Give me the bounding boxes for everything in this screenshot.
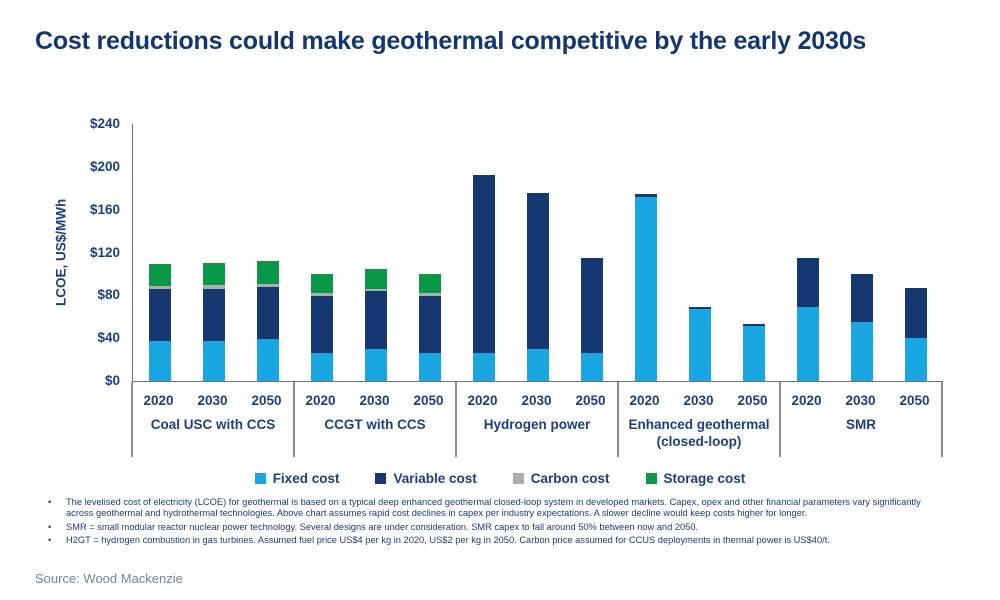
bar-segment-fixed-cost	[364, 348, 387, 381]
y-tick-label: $0	[104, 373, 120, 388]
group-separator	[779, 382, 781, 457]
bar-segment-fixed-cost	[202, 341, 225, 381]
group-label: CCGT with CCS	[324, 417, 426, 432]
bar-segment-variable-cost	[526, 192, 549, 349]
plot-area	[132, 124, 943, 382]
legend: Fixed cost Variable cost Carbon cost Storag…	[0, 471, 1000, 486]
year-label: 2050	[899, 393, 930, 408]
bar-segment-fixed-cost	[742, 326, 765, 381]
bar-segment-carbon-cost	[418, 293, 441, 297]
bar-segment-fixed-cost	[796, 307, 819, 381]
footnote-item: H2GT = hydrogen combustion in gas turbin…	[40, 535, 935, 547]
group-label: Coal USC with CCS	[150, 417, 276, 432]
group-separator	[293, 382, 295, 457]
bar-segment-fixed-cost	[526, 348, 549, 381]
bar-segment-variable-cost	[148, 288, 171, 342]
legend-label: Fixed cost	[272, 471, 340, 486]
bar-segment-variable-cost	[202, 288, 225, 342]
year-label: 2030	[845, 393, 876, 408]
source-line: Source: Wood Mackenzie	[35, 571, 183, 586]
legend-label: Variable cost	[393, 471, 477, 486]
group-label: Enhanced geothermal (closed-loop)	[628, 417, 770, 449]
bar-segment-carbon-cost	[364, 288, 387, 292]
footnote-item: SMR = small modular reactor nuclear powe…	[40, 522, 935, 534]
year-label: 2030	[683, 393, 714, 408]
year-label: 2030	[197, 393, 228, 408]
group-separator	[941, 382, 943, 457]
y-tick-label: $40	[97, 330, 120, 346]
legend-swatch	[375, 473, 387, 484]
legend-swatch	[645, 473, 657, 484]
bar-segment-variable-cost	[688, 307, 711, 310]
legend-item: Storage cost	[645, 471, 746, 486]
year-label: 2020	[305, 393, 336, 408]
bar-segment-fixed-cost	[418, 353, 441, 381]
y-tick-label: $80	[97, 287, 120, 303]
bar-segment-carbon-cost	[256, 283, 279, 287]
year-label: 2050	[251, 393, 282, 408]
year-label: 2020	[467, 393, 498, 408]
bar-segment-variable-cost	[850, 273, 873, 323]
year-label: 2050	[413, 393, 444, 408]
bar-segment-variable-cost	[364, 291, 387, 349]
y-tick-label: $200	[89, 158, 120, 174]
legend-swatch	[254, 473, 266, 484]
bar-segment-storage-cost	[418, 273, 441, 294]
legend-swatch	[512, 473, 524, 484]
bar-segment-variable-cost	[418, 296, 441, 354]
bar-segment-fixed-cost	[148, 341, 171, 381]
group-separator	[455, 382, 457, 457]
bar-segment-fixed-cost	[310, 353, 333, 381]
year-label: 2030	[359, 393, 390, 408]
bar-segment-carbon-cost	[148, 285, 171, 289]
bar-segment-fixed-cost	[850, 322, 873, 381]
legend-item: Fixed cost	[254, 471, 340, 486]
footnote-item: The levelised cost of electricity (LCOE)…	[40, 497, 935, 520]
bar-segment-storage-cost	[148, 264, 171, 286]
year-label: 2020	[791, 393, 822, 408]
y-axis-ticks: $0 $40 $80 $120 $160 $200 $240	[58, 116, 120, 388]
group-separator	[617, 382, 619, 457]
legend-label: Storage cost	[663, 471, 746, 486]
bar-segment-storage-cost	[364, 268, 387, 289]
legend-item: Carbon cost	[512, 471, 610, 486]
bar-segment-variable-cost	[904, 287, 927, 339]
bar-segment-variable-cost	[742, 324, 765, 327]
bar-segment-storage-cost	[310, 273, 333, 294]
bar-segment-fixed-cost	[472, 353, 495, 381]
year-label: 2020	[629, 393, 660, 408]
legend-label: Carbon cost	[530, 471, 610, 486]
bar-segment-fixed-cost	[688, 309, 711, 381]
bar-segment-variable-cost	[580, 257, 603, 354]
bar-segment-variable-cost	[256, 286, 279, 340]
bar-segment-variable-cost	[310, 296, 333, 354]
y-tick-label: $240	[89, 116, 120, 131]
bar-segment-fixed-cost	[904, 338, 927, 381]
bar-segment-storage-cost	[202, 263, 225, 285]
bar-segment-variable-cost	[472, 175, 495, 354]
bar-segment-storage-cost	[256, 261, 279, 284]
chart-title: Cost reductions could make geothermal co…	[35, 27, 867, 55]
group-separator	[131, 382, 133, 457]
y-tick-label: $120	[89, 244, 120, 260]
bar-segment-fixed-cost	[580, 353, 603, 381]
bar-segment-fixed-cost	[256, 339, 279, 381]
bar-segment-fixed-cost	[634, 196, 657, 381]
year-label: 2050	[737, 393, 768, 408]
footnotes: The levelised cost of electricity (LCOE)…	[40, 497, 935, 548]
legend-item: Variable cost	[375, 471, 477, 486]
group-label: Hydrogen power	[483, 417, 591, 432]
year-label: 2050	[575, 393, 606, 408]
bar-segment-variable-cost	[796, 257, 819, 308]
bar-segment-carbon-cost	[310, 293, 333, 297]
bar-segment-variable-cost	[634, 193, 657, 197]
year-label: 2030	[521, 393, 552, 408]
bar-segment-carbon-cost	[202, 284, 225, 289]
year-label: 2020	[143, 393, 174, 408]
x-axis-labels: 2020 2030 2050 2020 2030 2050 2020 2030 2050 2020…	[131, 382, 943, 457]
group-label: SMR	[846, 417, 876, 432]
y-tick-label: $160	[89, 201, 120, 217]
